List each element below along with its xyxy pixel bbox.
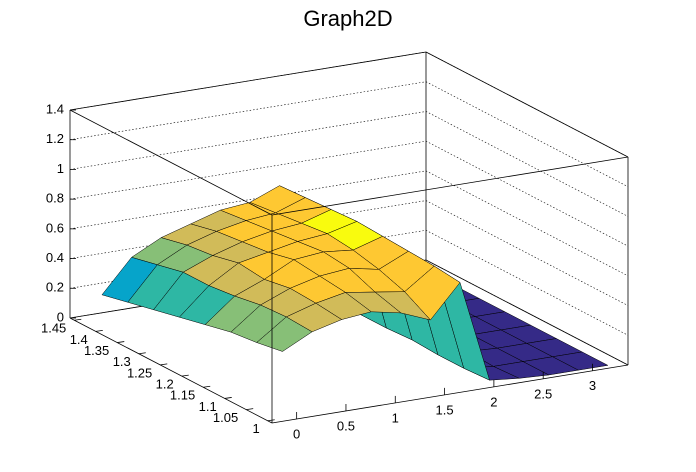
y-tick — [181, 374, 189, 377]
x-tick-label: 0.5 — [337, 418, 355, 433]
y-tick-label: 1.45 — [41, 321, 66, 336]
z-tick-label: 0.2 — [46, 280, 64, 295]
x-tick-label: 3 — [589, 378, 596, 393]
grid-line — [69, 51, 629, 158]
box-edge — [425, 51, 629, 158]
y-tick-label: 1.25 — [127, 365, 152, 380]
z-tick-label: 0.4 — [46, 250, 64, 265]
y-tick-label: 1.05 — [213, 410, 238, 425]
y-tick-label: 1.35 — [84, 343, 109, 358]
box-edge — [271, 364, 629, 424]
box-edge — [69, 317, 273, 424]
box-edge — [69, 51, 427, 111]
z-tick-label: 0.6 — [46, 220, 64, 235]
y-tick-label: 1 — [252, 421, 259, 436]
y-tick — [138, 352, 146, 355]
y-tick — [74, 318, 82, 321]
box-edge — [425, 259, 629, 366]
y-tick — [117, 341, 125, 343]
z-tick-label: 1.2 — [46, 131, 64, 146]
y-tick-label: 1.2 — [156, 377, 174, 392]
y-tick-label: 1.15 — [170, 388, 195, 403]
y-tick — [267, 419, 275, 422]
y-tick — [224, 397, 232, 399]
x-tick-label: 0 — [293, 426, 300, 441]
x-tick-label: 1 — [392, 410, 399, 425]
x-tick-label: 2.5 — [534, 386, 552, 401]
y-tick — [160, 363, 168, 366]
y-tick-label: 1.3 — [113, 354, 131, 369]
y-tick-label: 1.4 — [70, 332, 88, 347]
grid-line — [69, 111, 629, 217]
z-tick-label: 1 — [57, 161, 64, 176]
box-edge — [271, 156, 629, 216]
y-tick — [246, 408, 254, 410]
x-tick-label: 1.5 — [436, 402, 454, 417]
z-tick-label: 1.4 — [46, 101, 64, 116]
surface-cell — [256, 316, 313, 352]
z-tick-label: 0 — [57, 309, 64, 324]
y-tick — [95, 330, 103, 332]
box-edge — [69, 109, 273, 216]
y-tick-label: 1.1 — [199, 399, 217, 414]
chart-title: Graph2D — [303, 6, 392, 31]
y-tick — [203, 385, 211, 388]
z-tick-label: 0.8 — [46, 191, 64, 206]
x-tick-label: 2 — [490, 394, 497, 409]
